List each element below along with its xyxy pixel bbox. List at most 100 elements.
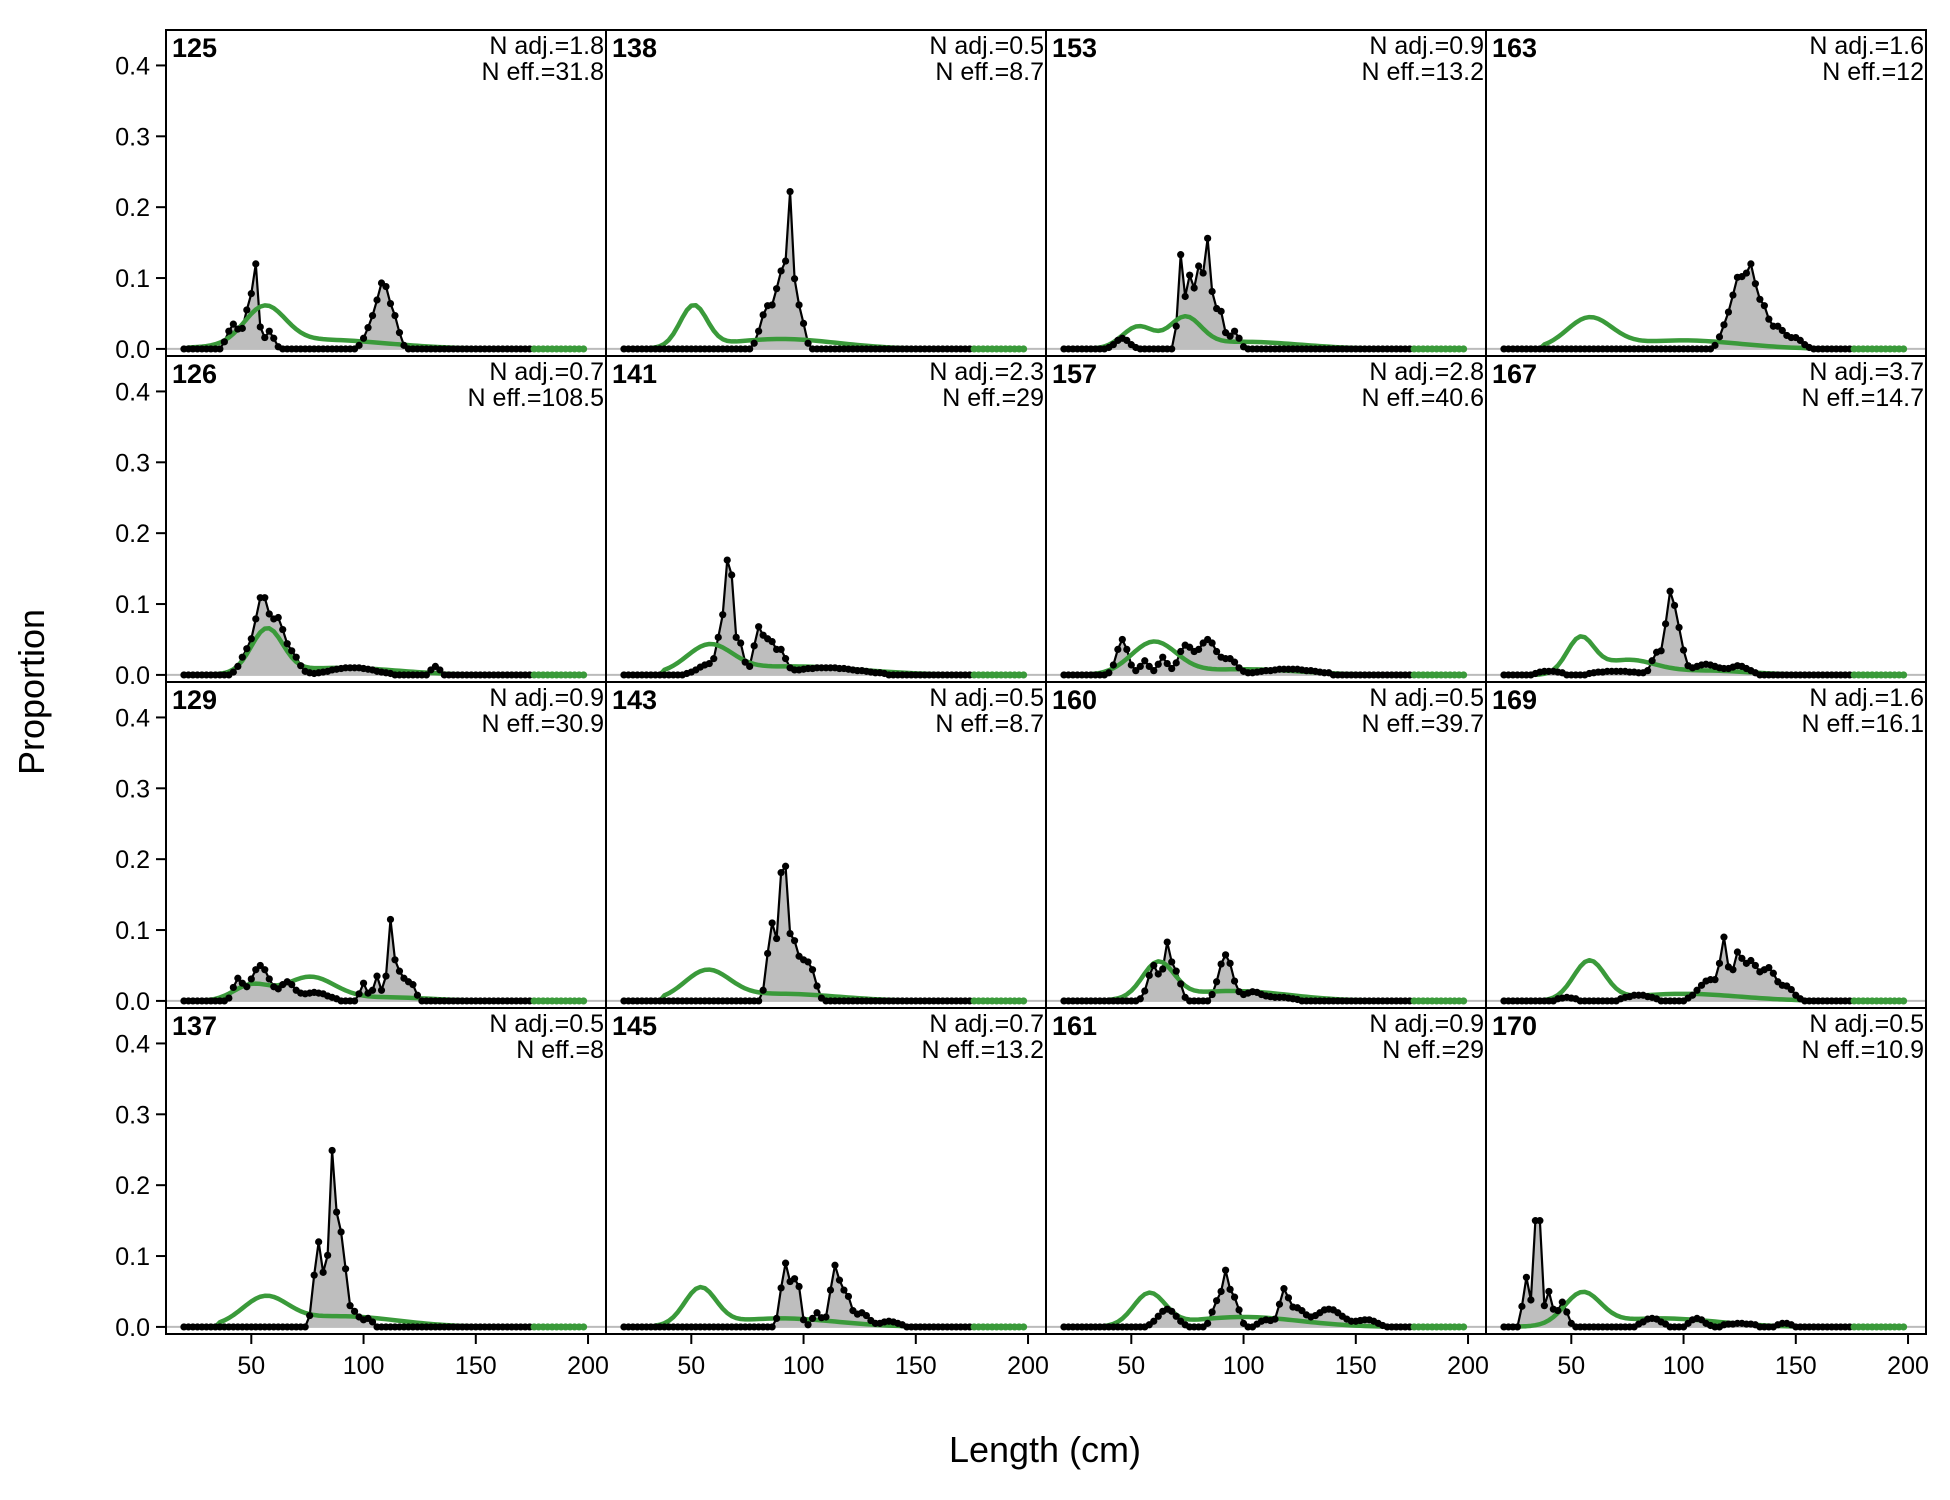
observed-point — [746, 662, 754, 671]
observed-points — [620, 862, 1028, 1005]
observed-point — [808, 966, 817, 974]
observed-point — [1760, 302, 1768, 310]
observed-points — [620, 187, 1028, 353]
observed-point — [413, 991, 422, 999]
observed-point — [768, 301, 776, 309]
observed-point — [1181, 292, 1189, 301]
observed-point — [324, 1251, 332, 1259]
observed-points — [1060, 938, 1468, 1005]
observed-point — [1733, 948, 1742, 956]
observed-point — [1230, 327, 1239, 335]
n-adj-label: N adj.=0.7 — [489, 358, 604, 386]
n-eff-label: N eff.=31.8 — [481, 58, 604, 86]
observed-point — [261, 333, 269, 342]
observed-point — [1213, 1297, 1221, 1305]
observed-point — [1284, 1294, 1293, 1302]
y-axis: 0.0 0.1 0.2 0.3 0.4 — [115, 52, 166, 364]
observed-point — [1738, 954, 1746, 962]
x-axis: 50 100 150 200 — [677, 1334, 1049, 1380]
observed-point — [243, 306, 251, 314]
observed-point — [1154, 660, 1162, 668]
observed-point — [1177, 251, 1185, 259]
observed-point — [822, 1313, 830, 1321]
observed-point — [328, 1146, 336, 1155]
observed-point — [1459, 671, 1468, 679]
observed-point — [252, 260, 260, 268]
panel-141: 141 N adj.=2.3N eff.=29 — [605, 355, 1047, 683]
observed-point — [746, 345, 754, 353]
observed-point — [1715, 959, 1724, 967]
observed-point — [1756, 295, 1764, 303]
panel-label: 167 — [1492, 359, 1537, 389]
expected-line — [623, 1284, 1024, 1330]
observed-point — [1204, 1319, 1212, 1327]
n-adj-label: N adj.=0.9 — [489, 684, 604, 712]
observed-point — [373, 296, 381, 304]
observed-point — [1150, 667, 1158, 675]
y-tick-label: 0.3 — [115, 775, 150, 803]
observed-point — [355, 990, 363, 998]
observed-point — [1675, 623, 1683, 632]
observed-point — [1109, 661, 1117, 669]
observed-point — [804, 1321, 812, 1329]
x-tick-label: 50 — [237, 1352, 265, 1380]
observed-point — [364, 324, 372, 332]
observed-point — [252, 966, 260, 974]
observed-point — [1459, 1323, 1468, 1331]
observed-point — [777, 869, 785, 877]
observed-point — [220, 338, 228, 346]
observed-point — [781, 1259, 790, 1267]
observed-point — [1226, 332, 1234, 340]
observed-point — [1019, 1323, 1028, 1331]
y-tick-label: 0.4 — [115, 1030, 150, 1058]
observed-point — [768, 1323, 776, 1331]
y-tick-label: 0.4 — [115, 704, 150, 732]
observed-point — [1693, 986, 1701, 994]
observed-point — [261, 594, 269, 602]
panel-label: 129 — [172, 685, 217, 715]
observed-point — [1195, 645, 1203, 654]
panel-label: 157 — [1052, 359, 1097, 389]
observed-point — [1711, 341, 1719, 349]
observed-point — [1199, 269, 1207, 277]
observed-point — [1459, 997, 1468, 1005]
observed-point — [773, 1314, 781, 1323]
observed-area — [1503, 937, 1904, 1001]
observed-point — [225, 327, 233, 335]
observed-points — [1500, 1217, 1908, 1331]
observed-point — [229, 320, 237, 328]
y-tick-label: 0.2 — [115, 1172, 150, 1200]
panel-label: 163 — [1492, 33, 1537, 63]
observed-area — [183, 597, 584, 675]
n-adj-label: N adj.=0.5 — [929, 32, 1044, 60]
observed-point — [247, 975, 255, 983]
observed-point — [719, 611, 727, 619]
observed-point — [813, 982, 821, 990]
observed-point — [1159, 965, 1167, 973]
n-adj-label: N adj.=0.5 — [1369, 684, 1484, 712]
panels-layer: 125 N adj.=1.8N eff.=31.80.00.10.20.30.41… — [115, 29, 1929, 1380]
observed-point — [274, 985, 282, 993]
observed-point — [1172, 1312, 1180, 1320]
y-axis: 0.0 0.1 0.2 0.3 0.4 — [115, 704, 166, 1016]
observed-point — [813, 1309, 821, 1317]
panel-label: 137 — [172, 1011, 217, 1041]
observed-point — [355, 341, 363, 349]
panel-143: 143 N adj.=0.5N eff.=8.7 — [605, 681, 1047, 1009]
expected-line — [1503, 634, 1904, 678]
observed-point — [1177, 647, 1185, 656]
panel-170: 170 N adj.=0.5N eff.=10.9 50 100 150 200 — [1485, 1007, 1929, 1380]
panel-138: 138 N adj.=0.5N eff.=8.7 — [605, 29, 1047, 357]
panel-125: 125 N adj.=1.8N eff.=31.8 0.0 0.1 0.2 0.3 0.4 — [115, 29, 607, 364]
observed-point — [350, 1307, 359, 1315]
observed-point — [337, 1228, 345, 1236]
observed-point — [1145, 971, 1153, 980]
observed-point — [1159, 653, 1167, 661]
observed-point — [1226, 959, 1234, 967]
observed-point — [1221, 1266, 1230, 1274]
observed-point — [773, 285, 781, 293]
observed-point — [1298, 1307, 1306, 1315]
observed-point — [799, 319, 808, 327]
observed-point — [422, 671, 431, 679]
observed-point — [292, 653, 300, 661]
